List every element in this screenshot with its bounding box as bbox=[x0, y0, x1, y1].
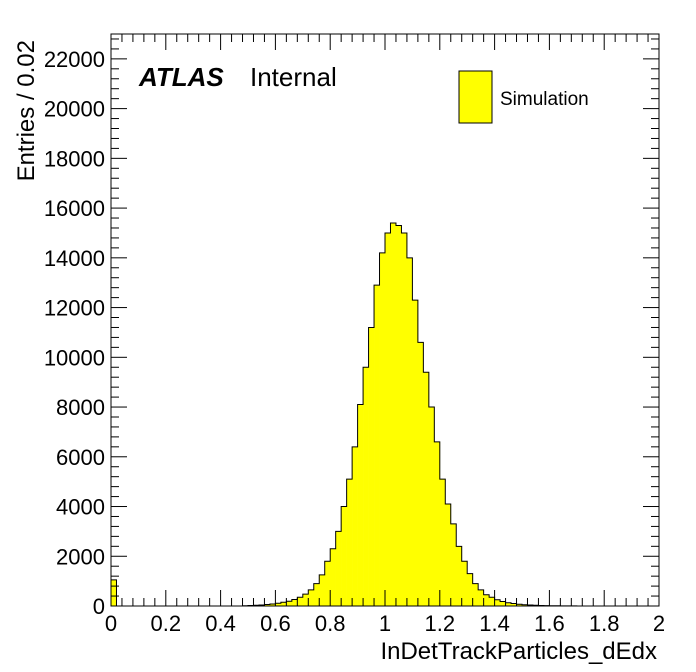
y-tick-label: 10000 bbox=[44, 345, 105, 370]
y-tick-label: 8000 bbox=[56, 395, 105, 420]
histogram-bar bbox=[379, 252, 386, 606]
y-tick-label: 20000 bbox=[44, 97, 105, 122]
histogram-bar bbox=[461, 561, 468, 606]
histogram-bar bbox=[324, 561, 331, 606]
atlas-label: ATLAS bbox=[138, 62, 224, 92]
histogram-bar bbox=[302, 594, 309, 606]
y-tick-label: 14000 bbox=[44, 246, 105, 271]
y-tick-label: 4000 bbox=[56, 495, 105, 520]
x-tick-label: 0.2 bbox=[151, 611, 182, 636]
histogram-bar bbox=[291, 599, 298, 606]
histogram-bar bbox=[434, 441, 441, 606]
y-tick-label: 12000 bbox=[44, 296, 105, 321]
histogram-bar bbox=[357, 404, 364, 606]
y-tick-label: 18000 bbox=[44, 146, 105, 171]
histogram-bars bbox=[111, 223, 594, 606]
x-tick-label: 2 bbox=[653, 611, 665, 636]
legend-entry-simulation: Simulation bbox=[500, 89, 589, 110]
x-axis-title: InDetTrackParticles_dEdx bbox=[380, 638, 657, 665]
x-tick-label: 1.4 bbox=[479, 611, 510, 636]
x-tick-label: 0.4 bbox=[205, 611, 236, 636]
histogram-bar bbox=[478, 589, 484, 606]
histogram-bar bbox=[341, 506, 347, 606]
axis-ticks bbox=[110, 34, 660, 607]
histogram-bar bbox=[395, 225, 402, 606]
histogram-bar bbox=[406, 257, 413, 606]
histogram-bar bbox=[467, 573, 473, 606]
y-tick-label: 22000 bbox=[44, 47, 105, 72]
histogram-bar bbox=[363, 367, 369, 606]
histogram-bar bbox=[264, 604, 271, 606]
histogram-bar bbox=[511, 603, 517, 606]
histogram-bar bbox=[445, 504, 452, 606]
x-tick-label: 1.8 bbox=[589, 611, 620, 636]
x-tick-label: 0.8 bbox=[315, 611, 346, 636]
x-tick-labels: 0 0.2 0.4 0.6 0.8 1 1.2 1.4 1.6 1.8 2 bbox=[105, 611, 665, 636]
y-tick-label: 6000 bbox=[56, 445, 105, 470]
histogram-bar bbox=[111, 579, 117, 606]
histogram-bar bbox=[483, 594, 490, 606]
histogram-bar bbox=[385, 232, 391, 606]
histogram-bar bbox=[456, 546, 463, 606]
histogram-bar bbox=[516, 604, 523, 606]
histogram-bar bbox=[401, 232, 408, 606]
y-tick-label: 16000 bbox=[44, 196, 105, 221]
y-tick-label: 0 bbox=[93, 594, 105, 619]
histogram-bar bbox=[494, 599, 501, 606]
histogram-bar bbox=[472, 583, 479, 606]
histogram-bar bbox=[489, 597, 495, 606]
y-axis-title: Entries / 0.02 bbox=[13, 40, 40, 181]
histogram-bar bbox=[505, 602, 512, 606]
histogram-bar bbox=[522, 604, 528, 606]
histogram-bar bbox=[450, 523, 457, 606]
histogram-bar bbox=[313, 583, 320, 606]
histogram-bar bbox=[374, 285, 380, 606]
histogram-bar bbox=[417, 342, 424, 606]
x-tick-label: 0 bbox=[105, 611, 117, 636]
x-tick-label: 1 bbox=[379, 611, 391, 636]
histogram-bar bbox=[280, 602, 287, 606]
legend: Simulation bbox=[458, 70, 589, 124]
histogram-bar bbox=[423, 372, 430, 606]
histogram-bar bbox=[428, 407, 435, 606]
histogram-bar bbox=[390, 223, 397, 606]
histogram-bar bbox=[500, 601, 506, 606]
histogram-bar bbox=[286, 601, 293, 606]
histogram-bar bbox=[368, 327, 375, 606]
histogram-bar bbox=[330, 548, 336, 606]
x-tick-label: 0.6 bbox=[260, 611, 291, 636]
x-tick-label: 1.2 bbox=[425, 611, 456, 636]
histogram-bar bbox=[297, 597, 304, 606]
y-tick-label: 2000 bbox=[56, 544, 105, 569]
histogram-bar bbox=[269, 604, 276, 606]
histogram-bar bbox=[439, 479, 446, 606]
histogram-bar bbox=[346, 479, 353, 606]
internal-label: Internal bbox=[250, 62, 337, 92]
y-tick-labels: 0 2000 4000 6000 8000 10000 12000 14000 16000 180… bbox=[44, 47, 105, 619]
x-tick-label: 1.6 bbox=[534, 611, 565, 636]
histogram-bar bbox=[335, 531, 342, 606]
histogram-bar bbox=[308, 589, 315, 606]
legend-swatch bbox=[458, 70, 493, 124]
histogram-bar bbox=[275, 603, 282, 606]
histogram-bar bbox=[319, 574, 326, 606]
histogram-bar bbox=[412, 300, 419, 606]
histogram-bar bbox=[352, 446, 358, 606]
